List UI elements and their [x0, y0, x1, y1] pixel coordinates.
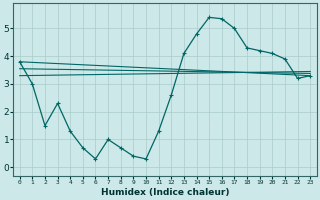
X-axis label: Humidex (Indice chaleur): Humidex (Indice chaleur) — [101, 188, 229, 197]
